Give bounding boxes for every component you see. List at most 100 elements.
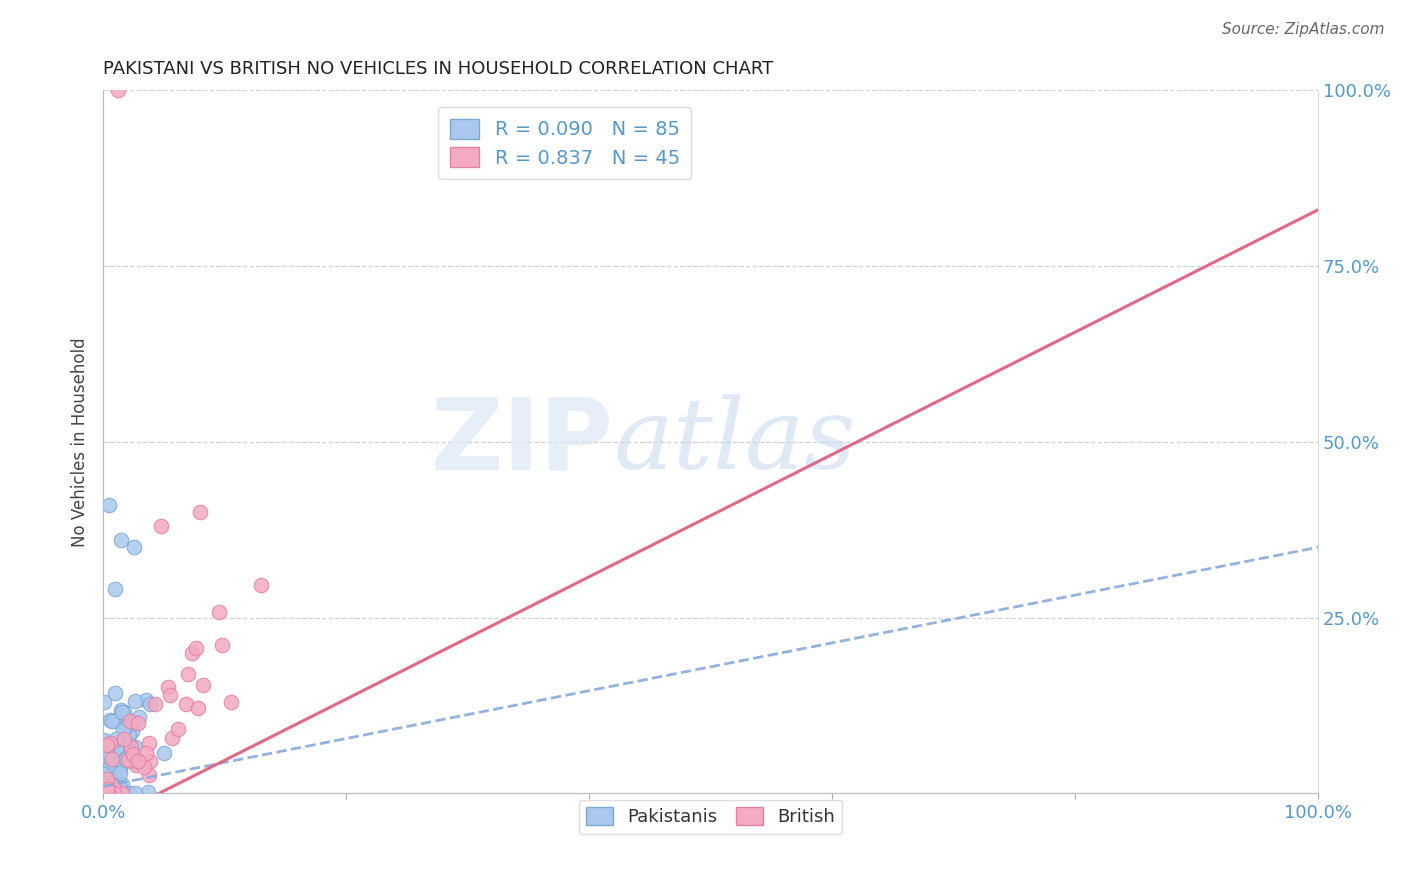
Point bbox=[100, 714, 122, 728]
Point bbox=[93, 786, 115, 800]
Point bbox=[211, 638, 233, 652]
Point bbox=[93, 767, 115, 781]
Point bbox=[219, 695, 242, 709]
Point bbox=[100, 786, 122, 800]
Point bbox=[108, 783, 131, 797]
Point bbox=[97, 761, 120, 775]
Point bbox=[176, 667, 198, 681]
Point bbox=[93, 753, 115, 767]
Text: PAKISTANI VS BRITISH NO VEHICLES IN HOUSEHOLD CORRELATION CHART: PAKISTANI VS BRITISH NO VEHICLES IN HOUS… bbox=[103, 60, 773, 78]
Point bbox=[114, 752, 136, 766]
Point bbox=[93, 772, 115, 787]
Point bbox=[114, 705, 136, 719]
Point bbox=[96, 739, 118, 753]
Point bbox=[128, 709, 150, 723]
Point bbox=[136, 785, 159, 799]
Text: Source: ZipAtlas.com: Source: ZipAtlas.com bbox=[1222, 22, 1385, 37]
Point bbox=[96, 770, 118, 784]
Point bbox=[101, 776, 124, 790]
Point bbox=[111, 786, 134, 800]
Point bbox=[110, 703, 132, 717]
Point bbox=[93, 756, 115, 771]
Point bbox=[122, 714, 145, 729]
Point bbox=[181, 646, 204, 660]
Point bbox=[107, 734, 129, 748]
Point bbox=[94, 769, 117, 783]
Point bbox=[127, 754, 149, 768]
Point bbox=[93, 786, 115, 800]
Point bbox=[104, 742, 127, 756]
Point bbox=[101, 779, 124, 793]
Point bbox=[110, 533, 132, 548]
Point bbox=[97, 786, 120, 800]
Point bbox=[166, 722, 188, 736]
Point bbox=[107, 749, 129, 764]
Point bbox=[96, 776, 118, 790]
Point bbox=[118, 728, 141, 742]
Point bbox=[187, 700, 209, 714]
Point bbox=[156, 680, 179, 694]
Point bbox=[188, 505, 211, 519]
Point bbox=[115, 750, 138, 764]
Point bbox=[100, 739, 122, 753]
Point bbox=[111, 723, 134, 737]
Point bbox=[138, 754, 160, 768]
Point bbox=[96, 745, 118, 759]
Text: atlas: atlas bbox=[613, 394, 856, 490]
Legend: Pakistanis, British: Pakistanis, British bbox=[579, 800, 842, 833]
Point bbox=[101, 786, 124, 800]
Point bbox=[121, 754, 143, 768]
Point bbox=[111, 705, 134, 719]
Point bbox=[110, 765, 132, 780]
Point bbox=[97, 786, 120, 800]
Point bbox=[134, 760, 156, 774]
Point bbox=[107, 83, 129, 97]
Point bbox=[108, 762, 131, 776]
Text: ZIP: ZIP bbox=[430, 393, 613, 491]
Point bbox=[104, 760, 127, 774]
Point bbox=[97, 783, 120, 797]
Point bbox=[121, 723, 143, 738]
Point bbox=[96, 786, 118, 800]
Point bbox=[114, 786, 136, 800]
Point bbox=[93, 786, 115, 800]
Point bbox=[96, 784, 118, 798]
Point bbox=[135, 693, 157, 707]
Point bbox=[94, 747, 117, 761]
Point bbox=[108, 781, 131, 796]
Point bbox=[184, 640, 207, 655]
Point bbox=[122, 541, 145, 555]
Point bbox=[96, 750, 118, 764]
Point bbox=[124, 740, 146, 755]
Point bbox=[100, 752, 122, 766]
Point bbox=[93, 786, 115, 800]
Point bbox=[127, 716, 149, 731]
Point bbox=[208, 605, 231, 619]
Point bbox=[111, 786, 134, 800]
Point bbox=[176, 698, 198, 712]
Point bbox=[118, 786, 141, 800]
Point bbox=[93, 772, 115, 786]
Point bbox=[104, 764, 127, 779]
Point bbox=[104, 685, 127, 699]
Point bbox=[98, 736, 121, 750]
Point bbox=[122, 747, 145, 761]
Point bbox=[98, 713, 121, 727]
Point bbox=[104, 714, 127, 729]
Point bbox=[104, 582, 127, 597]
Point bbox=[150, 519, 173, 533]
Point bbox=[120, 739, 142, 754]
Point bbox=[103, 782, 125, 797]
Point bbox=[115, 719, 138, 733]
Point bbox=[160, 731, 183, 745]
Point bbox=[124, 786, 146, 800]
Point bbox=[250, 578, 273, 592]
Point bbox=[118, 738, 141, 752]
Point bbox=[191, 678, 214, 692]
Point bbox=[93, 781, 115, 796]
Point bbox=[110, 777, 132, 791]
Point bbox=[97, 786, 120, 800]
Point bbox=[118, 714, 141, 729]
Point bbox=[107, 786, 129, 800]
Point bbox=[112, 732, 135, 747]
